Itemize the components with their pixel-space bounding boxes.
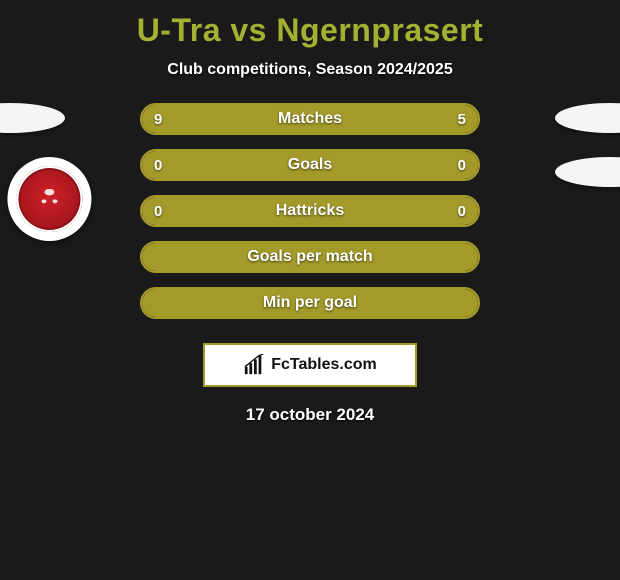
- bars-chart-icon: [243, 354, 265, 376]
- page-subtitle: Club competitions, Season 2024/2025: [0, 61, 620, 79]
- bar-fill-left: [142, 151, 478, 179]
- date-stamp: 17 october 2024: [0, 405, 620, 425]
- stat-bar-hattricks: Hattricks00: [140, 195, 480, 227]
- right-ellipse-2: [555, 157, 620, 187]
- page-title: U-Tra vs Ngernprasert: [0, 0, 620, 49]
- bar-value-left: 9: [154, 105, 162, 133]
- bar-fill-left: [142, 197, 478, 225]
- bar-value-right: 0: [458, 197, 466, 225]
- stat-bar-gpm: Goals per match: [140, 241, 480, 273]
- bar-fill-left: [142, 243, 478, 271]
- left-team-badge: [7, 157, 91, 241]
- stat-bar-mpg: Min per goal: [140, 287, 480, 319]
- bar-fill-left: [142, 105, 357, 133]
- bar-value-right: 5: [458, 105, 466, 133]
- bar-fill-left: [142, 289, 478, 317]
- right-ellipse-1: [555, 103, 620, 133]
- team-crest-icon: [16, 166, 82, 232]
- bar-value-right: 0: [458, 151, 466, 179]
- comparison-arena: Matches95Goals00Hattricks00Goals per mat…: [0, 103, 620, 319]
- stat-bar-matches: Matches95: [140, 103, 480, 135]
- left-ellipse-1: [0, 103, 65, 133]
- left-player-column: [0, 103, 120, 241]
- bar-value-left: 0: [154, 151, 162, 179]
- stat-bar-goals: Goals00: [140, 149, 480, 181]
- bar-value-left: 0: [154, 197, 162, 225]
- right-player-column: [500, 103, 620, 187]
- brand-box: FcTables.com: [203, 343, 417, 387]
- brand-label: FcTables.com: [271, 356, 377, 374]
- stat-bars: Matches95Goals00Hattricks00Goals per mat…: [140, 103, 480, 319]
